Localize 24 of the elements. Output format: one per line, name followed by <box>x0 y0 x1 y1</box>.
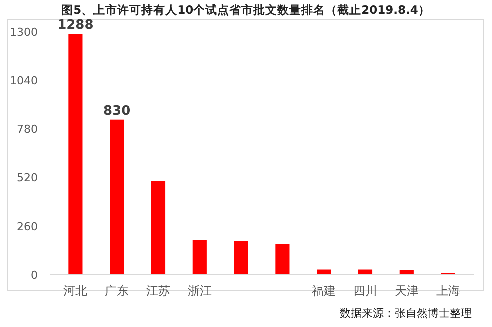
bar <box>234 241 248 275</box>
y-tick-label: 0 <box>31 268 38 282</box>
bar <box>110 120 124 275</box>
bar <box>68 34 83 275</box>
x-tick-label: 福建 <box>312 284 336 298</box>
bar <box>151 181 166 275</box>
data-label: 830 <box>104 104 131 119</box>
x-tick-label: 江苏 <box>146 284 170 298</box>
y-tick-label: 520 <box>17 172 38 185</box>
x-tick-label: 河北 <box>64 284 88 298</box>
x-tick-label: 天津 <box>394 284 419 298</box>
bar <box>192 240 207 275</box>
y-tick-label: 1300 <box>10 26 38 39</box>
x-tick-label: 上海 <box>436 284 460 298</box>
chart-title: 图5、上市许可持有人10个试点省市批文数量排名（截止2019.8.4） <box>62 3 430 17</box>
data-label: 1288 <box>58 18 94 34</box>
x-tick-label: 浙江 <box>188 284 212 298</box>
x-tick-label: 广东 <box>105 284 130 298</box>
y-tick-label: 260 <box>17 220 38 234</box>
bar <box>276 244 290 275</box>
y-tick-label: 780 <box>17 123 38 136</box>
x-tick-label: 四川 <box>354 284 378 298</box>
y-tick-label: 1040 <box>10 74 38 88</box>
source-note: 数据来源：张自然博士整理 <box>340 307 472 320</box>
